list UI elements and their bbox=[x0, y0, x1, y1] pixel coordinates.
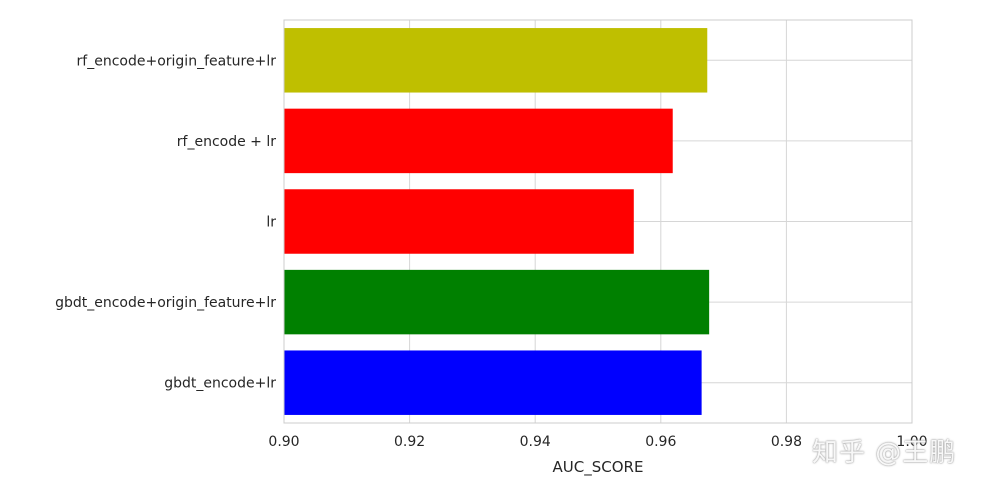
y-tick-label: rf_encode+origin_feature+lr bbox=[77, 53, 277, 69]
x-tick-label: 0.98 bbox=[771, 434, 802, 450]
bar bbox=[284, 269, 710, 335]
x-tick-label: 1.00 bbox=[896, 434, 927, 450]
y-tick-label: gbdt_encode+lr bbox=[164, 376, 276, 392]
bar bbox=[284, 108, 673, 174]
y-tick-label: rf_encode + lr bbox=[177, 134, 276, 150]
y-tick-label: lr bbox=[266, 215, 276, 231]
x-tick-label: 0.90 bbox=[268, 434, 299, 450]
y-tick-label: gbdt_encode+origin_feature+lr bbox=[55, 295, 276, 311]
y-tick-labels: gbdt_encode+lr gbdt_encode+origin_feature… bbox=[55, 53, 276, 391]
x-tick-labels: 0.90 0.92 0.94 0.96 0.98 1.00 bbox=[268, 434, 927, 450]
bar bbox=[284, 28, 708, 93]
bar bbox=[284, 189, 634, 254]
x-tick-label: 0.94 bbox=[520, 434, 551, 450]
plot-frame bbox=[283, 19, 913, 424]
bars bbox=[284, 28, 710, 415]
x-axis-title: AUC_SCORE bbox=[553, 458, 644, 477]
x-tick-label: 0.96 bbox=[645, 434, 676, 450]
x-tick-label: 0.92 bbox=[394, 434, 425, 450]
watermark: 知乎 @王鹏 bbox=[812, 438, 957, 468]
bar bbox=[284, 350, 702, 415]
